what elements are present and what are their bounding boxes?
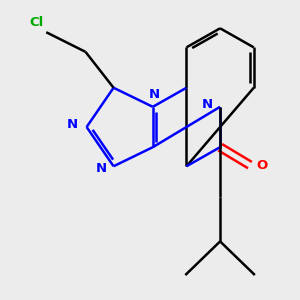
Text: N: N xyxy=(148,88,160,101)
Text: N: N xyxy=(67,118,78,131)
Text: O: O xyxy=(256,159,268,172)
Text: N: N xyxy=(202,98,213,110)
Text: N: N xyxy=(96,162,107,175)
Text: Cl: Cl xyxy=(29,16,44,29)
